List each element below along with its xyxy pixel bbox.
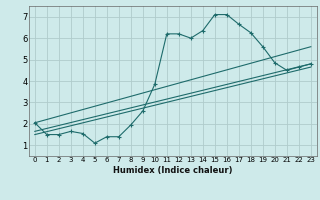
X-axis label: Humidex (Indice chaleur): Humidex (Indice chaleur) — [113, 166, 233, 175]
